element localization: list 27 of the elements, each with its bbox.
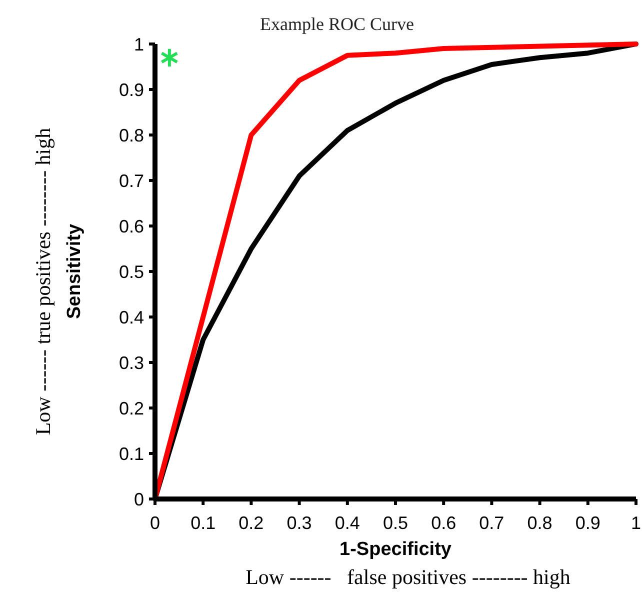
- y-tick-label: 0: [134, 489, 144, 510]
- x-tick-label: 0.1: [190, 513, 216, 533]
- x-tick-label: 0.2: [238, 513, 264, 533]
- y-tick-label: 0.4: [118, 307, 144, 328]
- x-tick-label: 0.7: [479, 513, 504, 533]
- x-tick-label: 0.8: [527, 513, 552, 533]
- x-tick-label: 1: [630, 513, 642, 533]
- x-tick-label: 0: [150, 513, 160, 533]
- y-tick-label: 1: [134, 34, 144, 54]
- x-tick-label: 0.4: [334, 513, 360, 533]
- y-axis-title: Sensitivity: [64, 224, 85, 320]
- x-tick-label: 0.9: [575, 513, 600, 533]
- text: Low ------ false positives -------- high: [246, 565, 571, 589]
- y-tick-label: 0.6: [118, 216, 144, 236]
- x-tick-label: 0.6: [431, 513, 456, 533]
- y-tick-label: 0.1: [118, 444, 144, 464]
- y-tick-label: 0.7: [118, 170, 144, 191]
- y-tick-label: 0.9: [118, 80, 144, 100]
- y-tick-label: 0.8: [118, 125, 144, 146]
- x-tick-label: 0.3: [286, 513, 312, 533]
- chart-title: Example ROC Curve: [260, 14, 414, 34]
- x-tick-label: 0.5: [382, 513, 408, 533]
- y-tick-label: 0.3: [118, 352, 144, 373]
- y-tick-label: 0.2: [118, 398, 144, 418]
- x-axis-title: 1-Specificity: [340, 539, 452, 560]
- y-tick-label: 0.5: [118, 262, 144, 282]
- text: Low ------ true positives -------- high: [31, 127, 55, 436]
